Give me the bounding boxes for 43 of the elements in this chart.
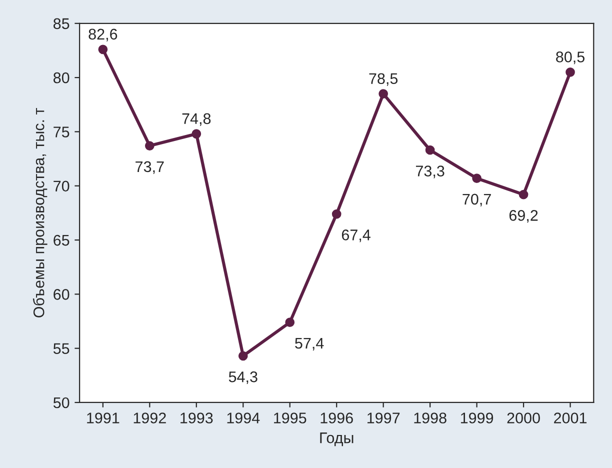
data-label: 57,4 (295, 338, 324, 350)
data-label: 78,5 (369, 73, 398, 86)
x-tick-label: 1995 (274, 412, 306, 424)
point (238, 351, 248, 361)
point (378, 89, 388, 98)
y-tick-label: 65 (54, 234, 70, 246)
x-tick-label: 1999 (460, 412, 494, 424)
x-tick-label: 1996 (320, 412, 353, 424)
x-tick-label: 1992 (134, 412, 166, 424)
y-tick-label: 75 (54, 126, 70, 138)
x-tick-label: 1993 (180, 412, 213, 424)
data-label: 69,2 (509, 210, 538, 223)
point (425, 145, 435, 155)
x-tick-label: 2000 (507, 412, 540, 424)
y-tick-label: 85 (54, 18, 70, 30)
data-label: 82,6 (88, 28, 118, 42)
x-tick-label: 1998 (414, 412, 446, 424)
y-tick-label: 55 (53, 343, 70, 354)
point (98, 44, 108, 54)
x-tick-label: 2001 (554, 412, 587, 424)
x-tick-label: 1994 (227, 412, 260, 424)
x-tick-label: 1997 (368, 412, 400, 424)
x-axis-title: Годы (320, 432, 354, 446)
data-label: 73,3 (416, 166, 444, 178)
data-label: 80,5 (556, 52, 584, 64)
point (192, 129, 202, 139)
data-label: 70,7 (462, 194, 491, 206)
data-label: 67,4 (342, 230, 370, 242)
point (332, 209, 342, 219)
y-tick-label: 60 (54, 289, 70, 300)
y-tick-label: 70 (54, 180, 70, 192)
point (472, 174, 482, 183)
point (518, 190, 528, 200)
point (144, 141, 154, 150)
y-axis-title: Объемы производства, тыс. т (32, 108, 48, 318)
data-label: 54,3 (228, 371, 258, 384)
x-tick-label: 1991 (87, 412, 120, 424)
y-tick-label: 80 (54, 72, 70, 84)
y-tick-label: 50 (53, 397, 70, 408)
point (285, 318, 295, 328)
data-label: 73,7 (136, 161, 164, 174)
point (566, 67, 575, 77)
data-label: 74,8 (182, 113, 211, 126)
